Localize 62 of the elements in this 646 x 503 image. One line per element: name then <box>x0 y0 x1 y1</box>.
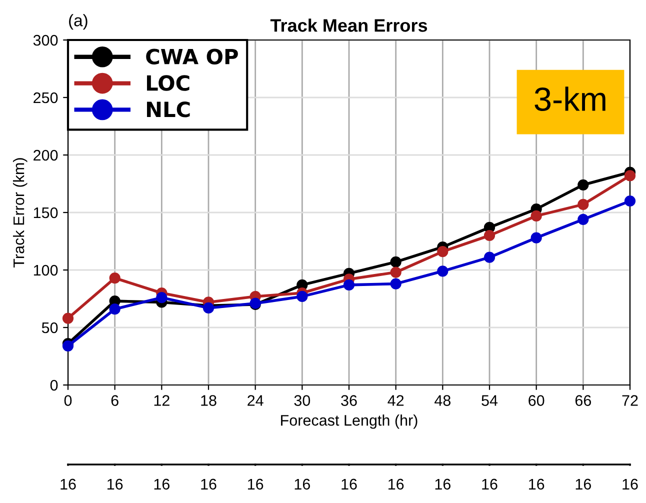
text: 16 <box>108 478 123 490</box>
point <box>578 198 589 210</box>
x-tick-label: 18 <box>201 395 216 406</box>
point <box>484 230 496 242</box>
annotation: 3-km <box>534 86 606 112</box>
y-tick-label: 200 <box>34 150 58 161</box>
point <box>109 272 120 284</box>
x-tick-label: 36 <box>341 395 357 406</box>
point <box>109 304 120 315</box>
text: 16 <box>60 478 76 490</box>
point <box>343 279 355 291</box>
point <box>530 210 542 222</box>
text: 16 <box>576 478 591 490</box>
x-tick-label: 48 <box>434 395 450 406</box>
x-tick-label: 42 <box>388 395 404 406</box>
legend-label: NLC <box>146 102 190 118</box>
x-tick-label: 54 <box>482 395 498 406</box>
point <box>484 252 496 263</box>
text: 16 <box>388 478 404 490</box>
point <box>156 292 168 304</box>
x-tick-label: 60 <box>528 395 544 406</box>
x-tick-label: 6 <box>111 395 118 406</box>
x-tick-label: 24 <box>248 395 264 406</box>
point <box>624 195 636 207</box>
text: 16 <box>435 478 450 490</box>
text: (a) <box>69 14 88 30</box>
text: 16 <box>201 478 216 490</box>
text: 16 <box>342 478 357 490</box>
text: 16 <box>154 478 170 490</box>
text: 16 <box>248 478 264 490</box>
point <box>62 312 74 324</box>
x-axis-title: Forecast Length (hr) <box>281 414 418 429</box>
x-tick-label: 72 <box>622 395 638 406</box>
point <box>296 290 308 302</box>
y-tick-label: 150 <box>34 207 58 218</box>
chart-title: Track Mean Errors <box>270 18 428 32</box>
text: 16 <box>294 478 310 490</box>
point <box>578 179 589 190</box>
point <box>578 214 589 225</box>
point <box>390 278 402 290</box>
x-tick-label: 66 <box>575 395 591 406</box>
y-tick-label: 50 <box>42 322 58 334</box>
x-tick-label: 30 <box>294 395 310 406</box>
y-tick-label: 100 <box>34 264 58 276</box>
point <box>390 266 402 278</box>
text: 16 <box>622 478 638 490</box>
y-tick-label: 250 <box>34 92 58 104</box>
text: 16 <box>529 478 544 490</box>
point <box>437 246 448 258</box>
y-tick-label: 0 <box>50 380 58 391</box>
point <box>530 232 542 244</box>
text: 16 <box>482 478 498 490</box>
y-axis-title: Track Error (km) <box>12 158 28 268</box>
point <box>624 170 636 182</box>
legend-label: LOC <box>146 75 190 91</box>
x-tick-label: 0 <box>64 395 72 406</box>
x-tick-label: 12 <box>154 395 170 406</box>
legend-label: CWA OP <box>146 48 238 64</box>
point <box>390 256 402 268</box>
point <box>202 302 214 314</box>
point <box>437 266 448 277</box>
y-tick-label: 300 <box>33 34 58 46</box>
